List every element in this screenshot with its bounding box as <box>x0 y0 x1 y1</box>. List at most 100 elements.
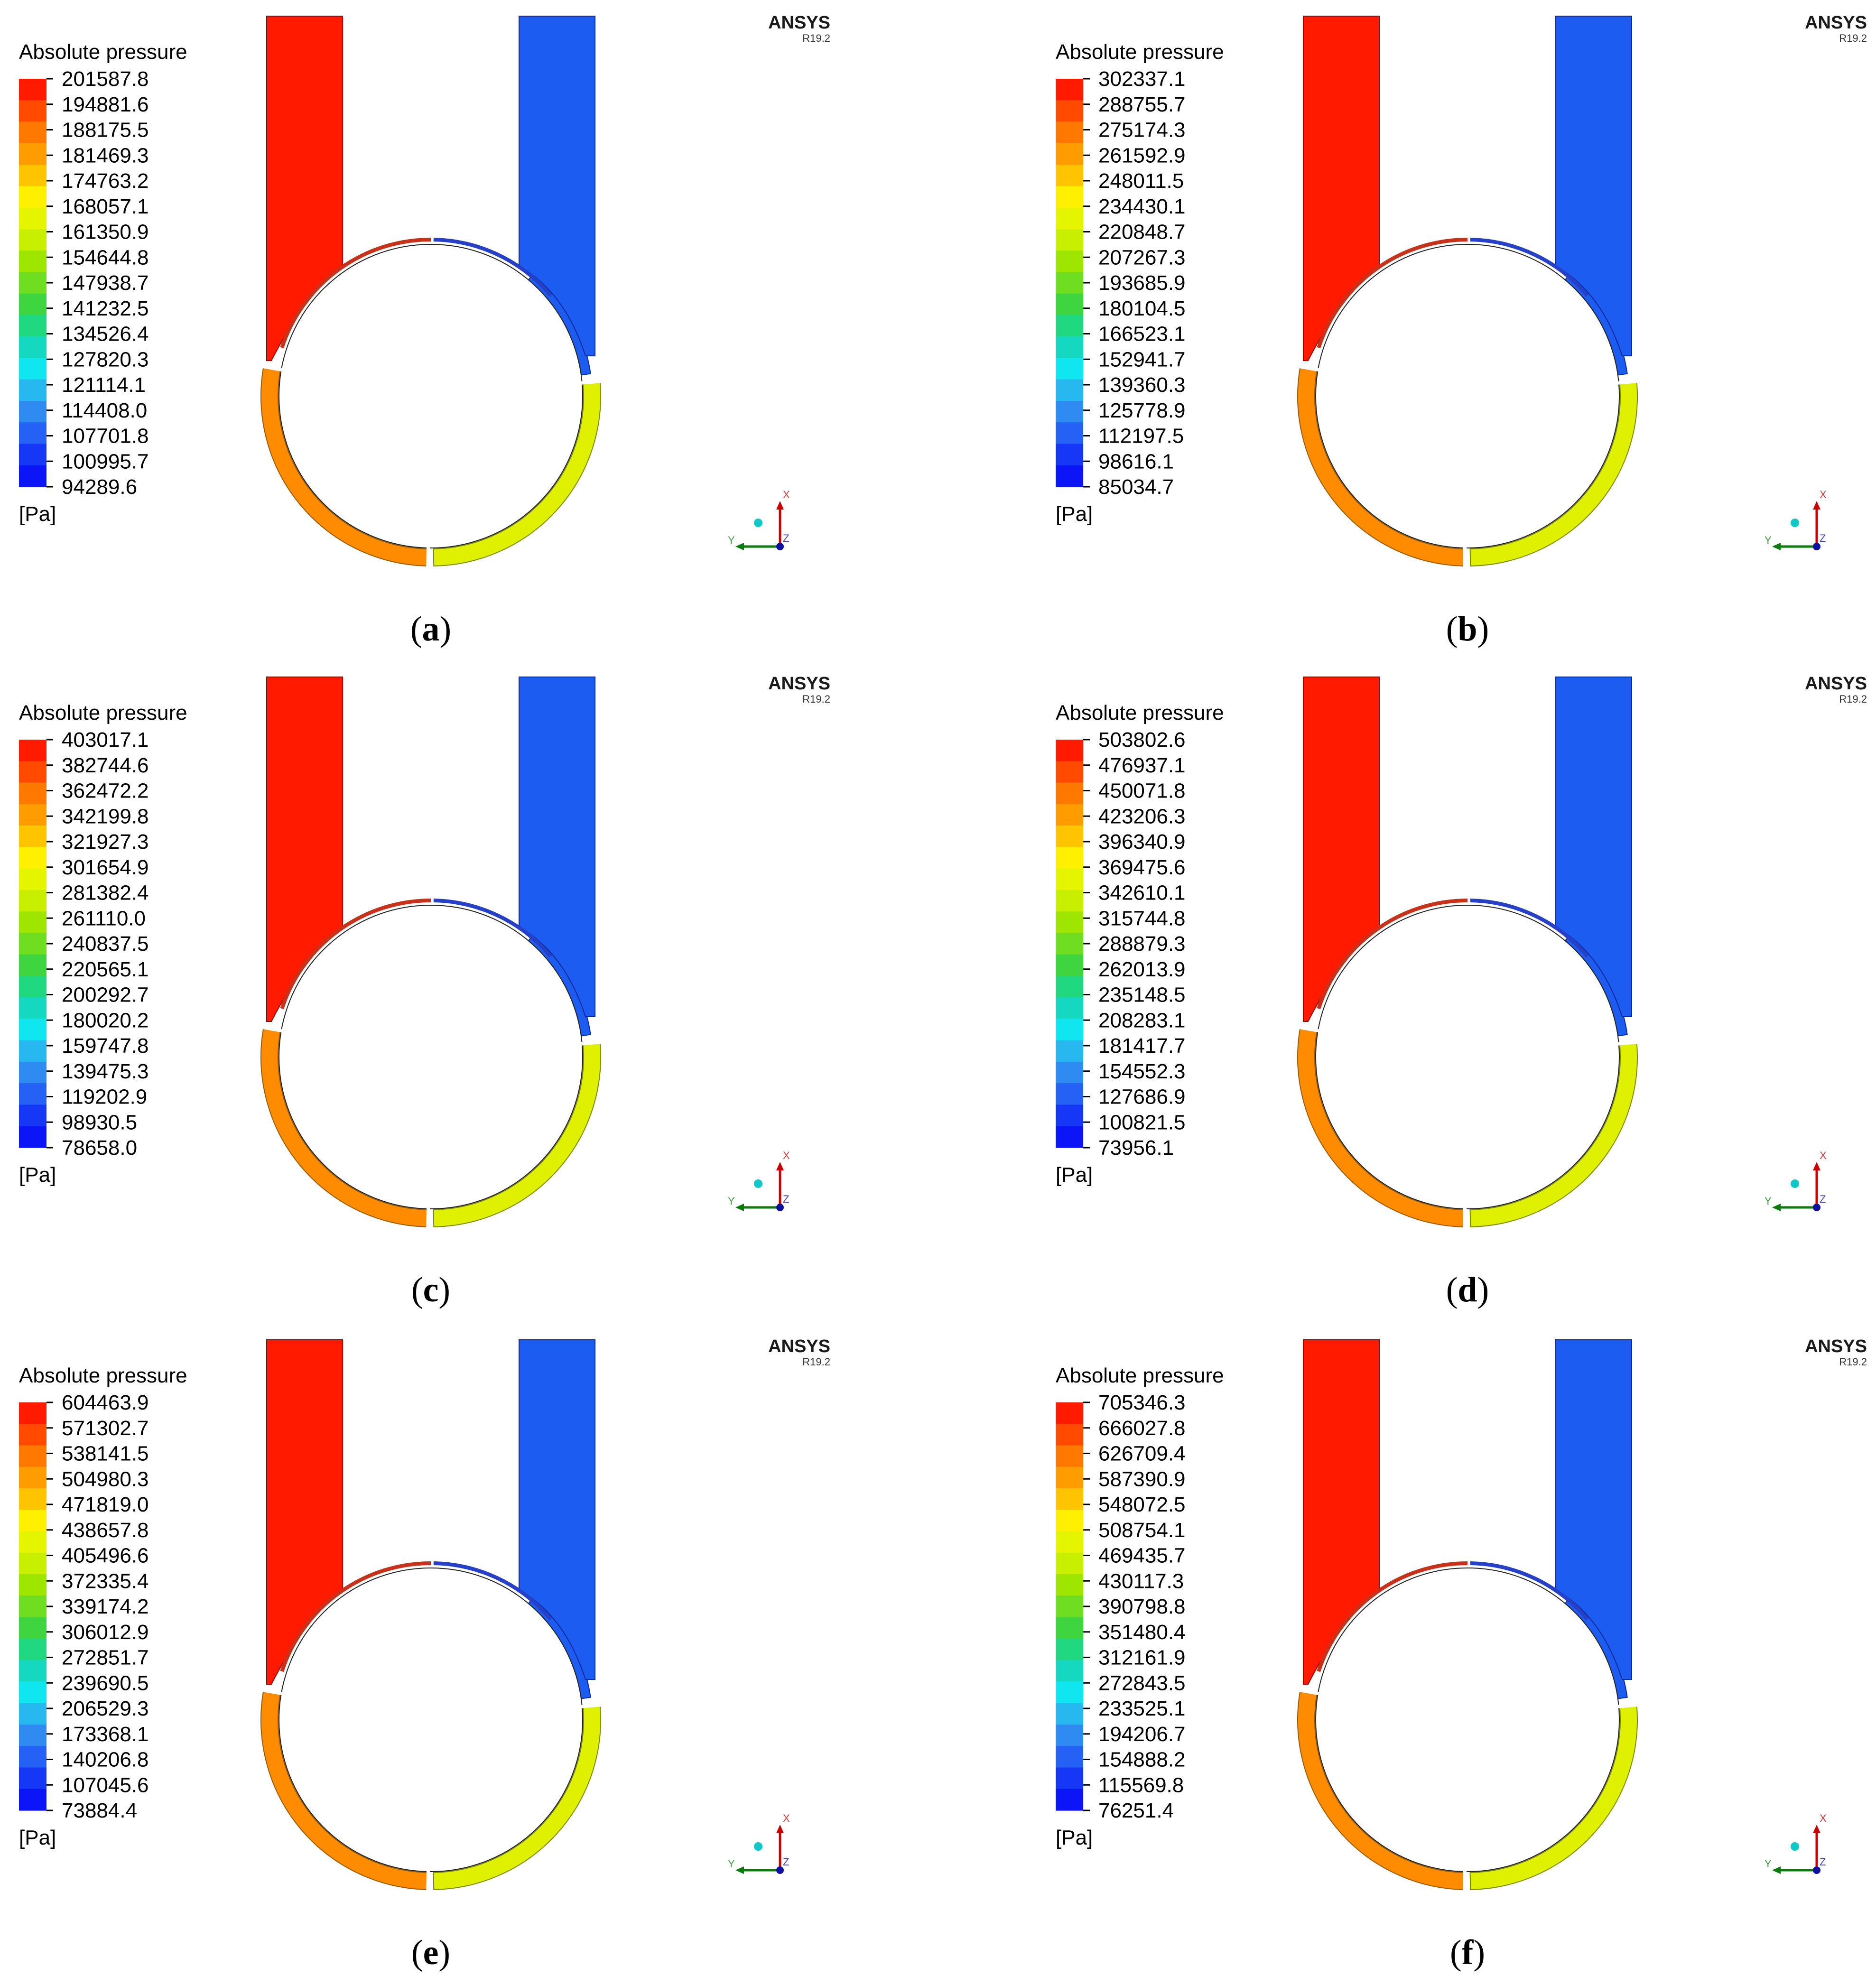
legend-color-step <box>1056 1724 1083 1746</box>
legend-value: 471819.0 <box>62 1493 149 1516</box>
x-axis-label: X <box>783 489 790 501</box>
legend-value: 403017.1 <box>62 728 149 751</box>
legend-value: 220848.7 <box>1098 221 1186 244</box>
legend-color-step <box>19 358 46 380</box>
y-axis-head <box>1772 1866 1781 1874</box>
stator-circle <box>279 244 583 548</box>
legend-color-step <box>1056 868 1083 890</box>
legend-color-step <box>1056 1595 1083 1618</box>
legend-value: 261592.9 <box>1098 144 1186 167</box>
legend-value: 188175.5 <box>62 119 149 142</box>
legend-color-step <box>19 79 46 101</box>
z-axis-label: Z <box>1820 1856 1826 1868</box>
upper-arc-left <box>1317 238 1468 349</box>
axis-triad-icon: X Y Z <box>728 1150 790 1211</box>
segment-separator <box>261 364 283 372</box>
legend-color-step <box>1056 1104 1083 1127</box>
legend-color-step <box>1056 1061 1083 1084</box>
legend-value: 85034.7 <box>1098 475 1174 499</box>
legend-value: 161350.9 <box>62 221 149 244</box>
legend-value: 98616.1 <box>1098 450 1174 473</box>
legend-color-step <box>19 761 46 783</box>
origin-sphere <box>1791 1842 1799 1851</box>
legend-color-step <box>19 782 46 805</box>
legend-unit: [Pa] <box>19 1826 56 1849</box>
legend-color-step <box>19 1638 46 1660</box>
legend-color-step <box>1056 186 1083 208</box>
x-axis-head <box>1813 1825 1820 1833</box>
legend-color-step <box>19 143 46 165</box>
legend-color-step <box>1056 1531 1083 1553</box>
contour-geometry <box>260 677 602 1229</box>
legend-color-step <box>19 1617 46 1639</box>
legend-value: 154644.8 <box>62 246 149 269</box>
legend-unit: [Pa] <box>19 502 56 526</box>
legend-color-step <box>19 1019 46 1041</box>
legend-value: 626709.4 <box>1098 1442 1186 1466</box>
segment-separator <box>1617 1703 1639 1708</box>
legend-value: 248011.5 <box>1098 169 1184 193</box>
legend-color-step <box>1056 165 1083 186</box>
legend-color-step <box>1056 1040 1083 1062</box>
legend-value: 342610.1 <box>1098 881 1186 905</box>
legend-value: 587390.9 <box>1098 1467 1186 1491</box>
ansys-version: R19.2 <box>1839 1356 1867 1368</box>
legend-value: 571302.7 <box>62 1417 149 1440</box>
legend-color-step <box>1056 1126 1083 1148</box>
x-axis-label: X <box>1820 1150 1827 1161</box>
legend: Absolute pressure 403017.1 382744.6362472.… <box>19 701 187 1187</box>
legend-color-step <box>19 890 46 912</box>
segment-separator <box>261 1025 283 1033</box>
legend-value: 139475.3 <box>62 1060 149 1083</box>
legend-color-step <box>1056 100 1083 122</box>
segment-separator <box>261 1688 283 1696</box>
z-axis-label: Z <box>783 532 789 544</box>
legend-value: 154552.3 <box>1098 1060 1186 1083</box>
origin-sphere <box>1791 1179 1799 1188</box>
origin-sphere <box>754 1179 762 1188</box>
legend-value: 114408.0 <box>62 399 147 422</box>
legend-value: 262013.9 <box>1098 958 1186 981</box>
legend-color-step <box>1056 1703 1083 1725</box>
ansys-logo: ANSYS <box>768 13 830 33</box>
panel-caption: (d) <box>1446 1271 1489 1309</box>
legend-value: 272851.7 <box>62 1646 149 1670</box>
origin-sphere <box>1791 519 1799 527</box>
legend-value: 476937.1 <box>1098 754 1186 777</box>
legend-value: 382744.6 <box>62 754 149 777</box>
axis-triad-icon: X Y Z <box>728 1812 790 1874</box>
legend-color-step <box>19 1660 46 1682</box>
ansys-logo: ANSYS <box>1805 1336 1867 1356</box>
segment-separator <box>1617 1040 1639 1046</box>
legend-value: 362472.2 <box>62 779 149 803</box>
z-axis-dot <box>1813 543 1820 550</box>
legend-value: 159747.8 <box>62 1034 149 1057</box>
legend-value: 239690.5 <box>62 1671 149 1695</box>
legend-value: 193685.9 <box>1098 271 1186 295</box>
legend-value: 107045.6 <box>62 1773 149 1797</box>
legend-color-step <box>1056 826 1083 847</box>
contour-geometry <box>1297 1339 1639 1892</box>
legend-color-step <box>19 826 46 847</box>
segment-separator <box>581 1040 602 1046</box>
legend-color-step <box>19 1104 46 1127</box>
legend-color-step <box>19 444 46 466</box>
legend-value: 504980.3 <box>62 1467 149 1491</box>
legend-color-step <box>1056 933 1083 955</box>
panel-caption: (e) <box>411 1933 450 1972</box>
legend-value: 154888.2 <box>1098 1748 1186 1772</box>
stator-circle <box>1315 905 1620 1209</box>
legend-value: 275174.3 <box>1098 119 1186 142</box>
ansys-logo: ANSYS <box>768 1336 830 1356</box>
legend-color-step <box>19 1402 46 1424</box>
legend-color-step <box>1056 1681 1083 1704</box>
legend-color-step <box>19 1746 46 1768</box>
legend-color-step <box>1056 1552 1083 1575</box>
legend-value: 180104.5 <box>1098 297 1186 320</box>
legend-title: Absolute pressure <box>19 1364 187 1387</box>
legend-color-step <box>19 868 46 890</box>
panel-d: Absolute pressure 503802.6 476937.1450071.… <box>1056 674 1867 1309</box>
legend-value: 369475.6 <box>1098 856 1186 879</box>
